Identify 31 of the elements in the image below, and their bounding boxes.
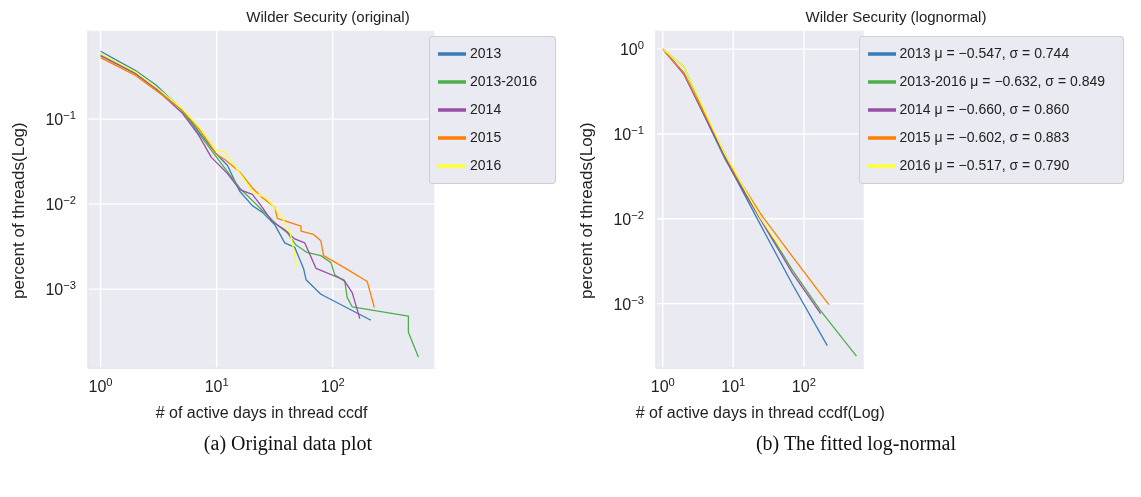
y-tick-label: 10$^{−2}$ [45,194,76,214]
y-tick-label: 10$^{−1}$ [45,109,76,129]
y-tick-label: 10$^{−3}$ [45,279,76,299]
y-tick-label: 10$^{−1}$ [613,123,644,143]
y-tick-label: 10$^{0}$ [619,39,644,59]
legend-label: 2013 [470,44,502,61]
legend-label: 2016 μ = −0.517, σ = 0.790 [899,156,1070,173]
x-axis-title: # of active days in thread ccdf(Log) [635,404,885,421]
x-tick-label: 10$^{2}$ [320,376,345,395]
x-tick-label: 10$^{0}$ [650,376,675,395]
y-axis-title: percent of threads(Log) [9,122,29,299]
legend-label: 2013-2016 [470,72,537,89]
x-tick-label: 10$^{2}$ [791,376,816,395]
legend-label: 2014 μ = −0.660, σ = 0.860 [899,100,1070,117]
legend-label: 2014 [470,100,502,117]
x-tick-label: 10$^{1}$ [204,376,229,395]
text: (a) Original data plot [203,432,373,455]
text: Wilder Security (lognormal) [805,8,987,25]
legend-label: 2016 [470,156,502,173]
x-tick-label: 10$^{0}$ [88,376,113,395]
x-tick-label: 10$^{1}$ [721,376,746,395]
y-tick-label: 10$^{−2}$ [613,208,644,228]
legend-label: 2013-2016 μ = −0.632, σ = 0.849 [899,72,1105,89]
legend-label: 2013 μ = −0.547, σ = 0.744 [899,44,1070,61]
legend-label: 2015 [470,128,502,145]
y-tick-label: 10$^{−3}$ [613,293,644,313]
text: (b) The fitted log-normal [755,432,957,455]
x-axis-title: # of active days in thread ccdf [155,404,368,421]
y-axis-title: percent of threads(Log) [577,122,597,299]
chart-title: Wilder Security (original) [246,8,410,25]
legend-label: 2015 μ = −0.602, σ = 0.883 [899,128,1070,145]
